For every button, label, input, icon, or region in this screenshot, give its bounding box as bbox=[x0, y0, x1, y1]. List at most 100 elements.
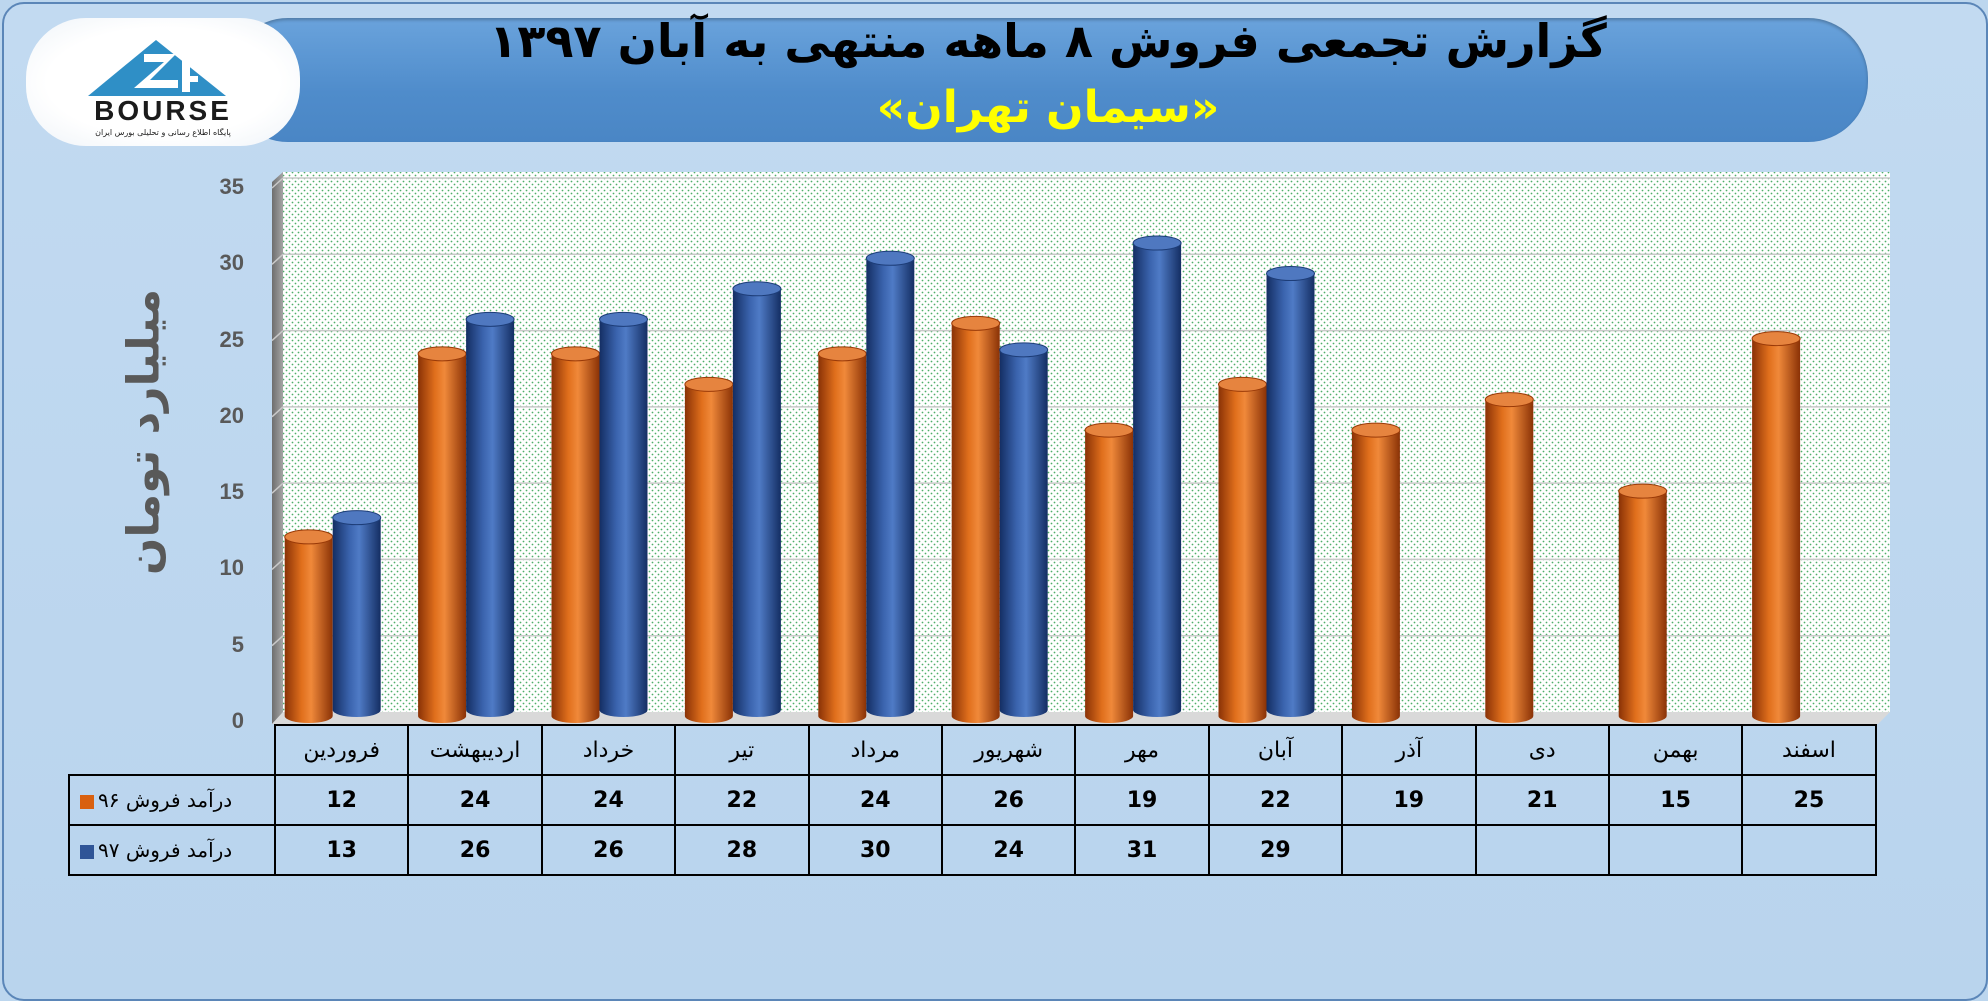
bourse-24-logo-icon: BOURSE پایگاه اطلاع رسانی و تحلیلی بورس … bbox=[88, 40, 232, 137]
y-tick-label: 20 bbox=[219, 402, 244, 428]
bar-96-8 bbox=[1218, 376, 1267, 724]
legend-entry: درآمد فروش ۹۷ bbox=[68, 824, 276, 876]
table-corner bbox=[69, 725, 275, 775]
legend-entry: درآمد فروش ۹۶ bbox=[68, 774, 276, 826]
table-cell-value bbox=[1741, 824, 1877, 876]
bar-96-3 bbox=[551, 346, 600, 724]
month-label: اردیبهشت bbox=[407, 724, 543, 776]
month-label: آذر bbox=[1341, 724, 1477, 776]
bar-96-6 bbox=[951, 315, 1001, 724]
table-cell-value: 28 bbox=[674, 824, 810, 876]
bar-top bbox=[1266, 266, 1315, 282]
bar-top bbox=[284, 529, 334, 545]
bars-group bbox=[284, 235, 1801, 724]
plot-side-wall bbox=[272, 172, 283, 724]
bar-96-4 bbox=[684, 376, 734, 724]
month-label: تیر bbox=[674, 724, 810, 776]
grid-line-side bbox=[271, 558, 284, 570]
bar-top bbox=[951, 315, 1001, 331]
bar-96-7 bbox=[1084, 422, 1134, 724]
bar-top bbox=[865, 250, 915, 266]
chart-title: گزارش تجمعی فروش ۸ ماهه منتهی به آبان ۱۳… bbox=[489, 14, 1607, 68]
month-label: آبان bbox=[1207, 724, 1344, 776]
bar-96-9 bbox=[1351, 422, 1401, 724]
table-row-months: فروردین اردیبهشت خرداد تیر مرداد شهریور مهر آبا… bbox=[69, 724, 1877, 776]
bar-body bbox=[951, 323, 1000, 724]
bar-body bbox=[818, 353, 867, 724]
bar-97-6 bbox=[999, 342, 1049, 717]
bar-top bbox=[417, 346, 467, 362]
bar-top bbox=[1218, 376, 1267, 392]
bar-97-3 bbox=[599, 311, 648, 717]
bar-96-2 bbox=[417, 346, 467, 724]
bar-body bbox=[732, 288, 781, 717]
bar-97-4 bbox=[732, 281, 782, 717]
month-label: شهریور bbox=[940, 724, 1077, 776]
bar-top bbox=[1132, 235, 1182, 251]
bar-body bbox=[1133, 243, 1182, 717]
table-cell-value bbox=[1341, 824, 1477, 876]
table-cell-value: 24 bbox=[807, 774, 943, 826]
bar-body bbox=[1266, 273, 1315, 717]
bar-body bbox=[332, 517, 381, 717]
table-cell-value: 19 bbox=[1074, 774, 1210, 826]
bar-top bbox=[684, 376, 734, 392]
bar-96-5 bbox=[817, 346, 867, 724]
table-cell-value: 26 bbox=[540, 824, 677, 876]
bar-97-7 bbox=[1132, 235, 1182, 717]
logo-text: BOURSE bbox=[94, 95, 232, 126]
bar-top bbox=[465, 311, 515, 327]
y-tick-label: 25 bbox=[219, 326, 244, 352]
table-row-series-96: درآمد فروش ۹۶ 12 24 24 22 24 26 19 22 19 21 15 25 bbox=[68, 774, 1877, 826]
bar-body bbox=[1485, 399, 1534, 724]
bar-body bbox=[551, 353, 600, 724]
bar-top bbox=[999, 342, 1049, 358]
y-tick-label: 15 bbox=[219, 479, 244, 505]
table-cell-value: 15 bbox=[1607, 774, 1744, 826]
bar-97-8 bbox=[1266, 266, 1315, 717]
legend-key-swatch bbox=[80, 844, 94, 859]
y-tick-label: 5 bbox=[231, 631, 244, 657]
bar-body bbox=[599, 319, 648, 717]
bar-body bbox=[999, 349, 1048, 717]
grid-line-side bbox=[271, 482, 284, 494]
bar-body bbox=[1085, 430, 1134, 724]
table-cell-value: 19 bbox=[1341, 774, 1477, 826]
bar-body bbox=[1351, 430, 1400, 724]
bar-top bbox=[1751, 331, 1801, 347]
legend-label: درآمد فروش ۹۷ bbox=[98, 838, 233, 862]
y-tick-label: 10 bbox=[219, 555, 244, 581]
table-cell-value: 24 bbox=[540, 774, 677, 826]
table-cell-value: 22 bbox=[674, 774, 810, 826]
table-cell-value: 13 bbox=[273, 824, 410, 876]
bar-97-5 bbox=[865, 250, 915, 717]
y-tick-label: 35 bbox=[219, 174, 244, 199]
bar-96-12 bbox=[1751, 331, 1801, 724]
bar-97-1 bbox=[332, 510, 382, 717]
bar-96-10 bbox=[1484, 392, 1534, 724]
table-cell-value: 22 bbox=[1207, 774, 1344, 826]
table-cell-value bbox=[1474, 824, 1610, 876]
bar-body bbox=[684, 384, 733, 724]
bar-top bbox=[551, 346, 600, 362]
month-label: اسفند bbox=[1741, 724, 1877, 776]
grid-line-side bbox=[271, 635, 284, 647]
bar-top bbox=[599, 311, 648, 327]
bar-top bbox=[332, 510, 382, 526]
bar-top bbox=[817, 346, 867, 362]
bar-body bbox=[1752, 338, 1801, 724]
bar-body bbox=[418, 353, 467, 724]
grid-line-side bbox=[271, 330, 284, 342]
bar-top bbox=[1084, 422, 1134, 438]
grid-line-side bbox=[271, 253, 284, 265]
month-label: مهر bbox=[1074, 724, 1210, 776]
title-banner bbox=[228, 18, 1868, 142]
legend-key-swatch bbox=[80, 794, 94, 809]
bar-97-2 bbox=[465, 311, 515, 717]
table-cell-value: 24 bbox=[407, 774, 543, 826]
table-cell-value: 30 bbox=[807, 824, 943, 876]
table-cell-value: 12 bbox=[273, 774, 410, 826]
table-cell-value: 21 bbox=[1474, 774, 1610, 826]
bar-body bbox=[466, 319, 515, 717]
